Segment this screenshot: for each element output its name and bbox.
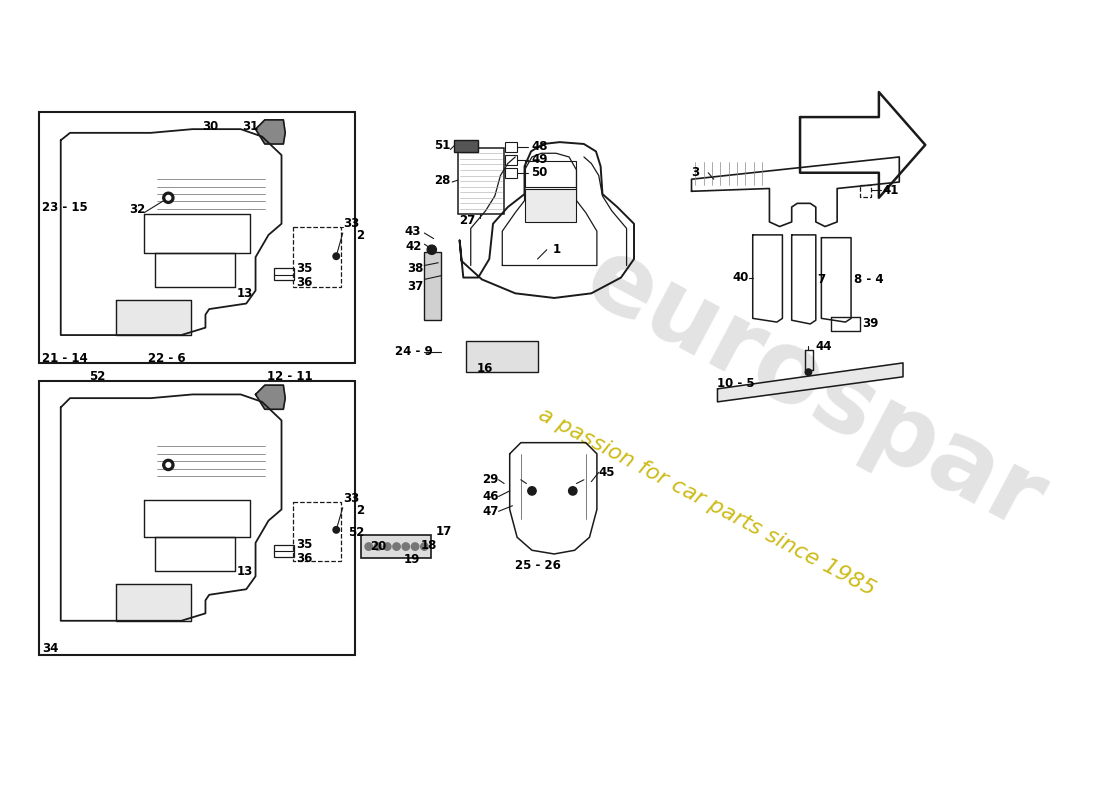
Text: 3: 3 [692, 166, 700, 179]
Text: 20: 20 [371, 540, 387, 553]
Text: 2: 2 [355, 230, 364, 242]
Bar [454, 140, 478, 152]
Circle shape [427, 245, 437, 254]
Circle shape [333, 526, 340, 533]
Text: 8 - 4: 8 - 4 [854, 273, 883, 286]
Text: 39: 39 [862, 318, 879, 330]
Text: 16: 16 [476, 362, 493, 375]
Circle shape [163, 192, 174, 203]
Text: 52: 52 [89, 370, 104, 383]
Bar [860, 185, 870, 197]
Polygon shape [255, 120, 285, 144]
Text: 23 - 15: 23 - 15 [42, 201, 88, 214]
Text: 42: 42 [406, 241, 422, 254]
Polygon shape [117, 300, 190, 335]
Text: 45: 45 [598, 466, 615, 479]
Text: 51: 51 [433, 139, 450, 152]
Text: 12 - 11: 12 - 11 [266, 370, 312, 383]
Text: 33: 33 [343, 492, 359, 505]
Text: eurospar: eurospar [569, 230, 1059, 552]
Bar [525, 189, 576, 222]
Polygon shape [117, 584, 190, 621]
Circle shape [374, 543, 382, 550]
Bar [505, 142, 517, 152]
Bar [505, 155, 517, 166]
Text: 34: 34 [42, 642, 58, 655]
Text: 44: 44 [816, 340, 833, 353]
Circle shape [403, 543, 409, 550]
Text: 35: 35 [296, 262, 312, 274]
Text: 50: 50 [531, 166, 548, 179]
Bar [505, 168, 517, 178]
Text: 28: 28 [433, 174, 450, 186]
Text: 13: 13 [236, 565, 253, 578]
Text: 38: 38 [408, 262, 424, 274]
Circle shape [333, 253, 340, 259]
Circle shape [166, 462, 170, 467]
Bar [466, 341, 539, 372]
Bar [293, 502, 341, 562]
Text: 25 - 26: 25 - 26 [515, 558, 561, 572]
Text: 10 - 5: 10 - 5 [717, 377, 755, 390]
Text: a passion for car parts since 1985: a passion for car parts since 1985 [536, 404, 879, 600]
Text: 30: 30 [201, 120, 218, 133]
Bar [425, 251, 441, 320]
Circle shape [569, 486, 578, 495]
Text: 46: 46 [482, 490, 498, 503]
Text: 40: 40 [733, 271, 749, 284]
Circle shape [420, 543, 428, 550]
Text: 33: 33 [343, 218, 359, 230]
Polygon shape [717, 363, 903, 402]
Polygon shape [255, 385, 285, 410]
Text: 52: 52 [349, 526, 365, 539]
Circle shape [365, 543, 373, 550]
Text: 27: 27 [460, 214, 476, 227]
Text: 22 - 6: 22 - 6 [147, 352, 186, 365]
Text: 43: 43 [404, 225, 420, 238]
Circle shape [805, 369, 812, 375]
Circle shape [166, 195, 170, 200]
Bar [274, 545, 295, 557]
Text: 36: 36 [296, 552, 312, 565]
Bar [458, 148, 504, 214]
Circle shape [393, 543, 400, 550]
Text: 31: 31 [243, 120, 258, 133]
Text: 18: 18 [420, 539, 437, 552]
Text: 17: 17 [436, 526, 452, 538]
Text: 47: 47 [482, 505, 498, 518]
Text: 7: 7 [817, 273, 826, 286]
Text: 29: 29 [482, 474, 498, 486]
Circle shape [411, 543, 419, 550]
Text: 21 - 14: 21 - 14 [42, 352, 88, 365]
Bar [293, 227, 341, 287]
Circle shape [528, 486, 536, 495]
Circle shape [163, 459, 174, 470]
Text: 37: 37 [408, 280, 424, 294]
Text: 48: 48 [531, 140, 548, 154]
Text: 49: 49 [531, 154, 548, 166]
Text: 41: 41 [882, 184, 899, 197]
Text: 1: 1 [552, 243, 561, 256]
Text: 13: 13 [236, 287, 253, 300]
Circle shape [384, 543, 390, 550]
Bar [40, 382, 355, 655]
Bar [274, 268, 295, 280]
Text: 2: 2 [355, 504, 364, 517]
Bar [40, 113, 355, 363]
Text: 24 - 9: 24 - 9 [395, 346, 432, 358]
Bar [361, 535, 431, 558]
Bar [525, 161, 576, 186]
Text: 36: 36 [296, 276, 312, 289]
Text: 19: 19 [404, 553, 420, 566]
Text: 32: 32 [130, 203, 145, 216]
Text: 35: 35 [296, 538, 312, 551]
